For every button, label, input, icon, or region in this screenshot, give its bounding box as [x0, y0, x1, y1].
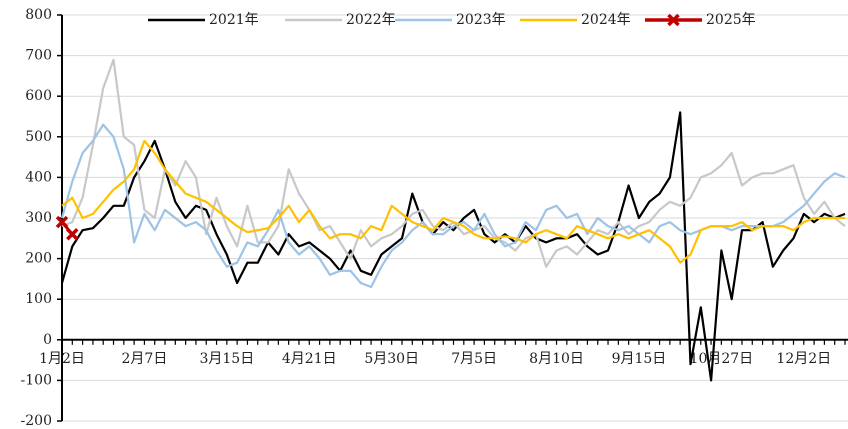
y-tick-label: 200 — [25, 251, 52, 267]
x-tick-label: 12月2日 — [776, 351, 831, 367]
x-tick-label: 2月7日 — [122, 351, 168, 367]
x-tick-label: 3月15日 — [199, 351, 254, 367]
series-marker — [55, 215, 69, 229]
y-tick-label: 300 — [25, 210, 52, 226]
y-tick-label: 400 — [25, 169, 52, 185]
legend-marker — [667, 13, 680, 27]
legend-label: 2022年 — [346, 12, 396, 28]
x-tick-label: 1月2日 — [39, 351, 85, 367]
x-tick-label: 7月5日 — [451, 351, 497, 367]
x-tick-label: 8月10日 — [529, 351, 584, 367]
x-tick-label: 10月27日 — [690, 351, 754, 367]
y-tick-label: 0 — [43, 332, 52, 348]
marker-stroke — [55, 215, 69, 229]
series-line — [61, 139, 845, 264]
legend-label: 2024年 — [581, 12, 631, 28]
y-tick-label: 800 — [25, 7, 52, 23]
legend-label: 2023年 — [456, 12, 506, 28]
y-tick-label: -100 — [21, 372, 52, 388]
y-tick-label: 700 — [25, 48, 52, 64]
y-tick-label: 500 — [25, 129, 52, 145]
y-tick-label: 100 — [25, 291, 52, 307]
series-marker — [66, 228, 79, 241]
x-tick-label: 9月15日 — [612, 351, 667, 367]
series-line — [60, 123, 846, 289]
x-tick-label: 4月21日 — [282, 351, 337, 367]
series-line — [61, 58, 846, 268]
legend-label: 2021年 — [209, 12, 259, 28]
series-line — [60, 111, 846, 382]
legend-label: 2025年 — [706, 12, 756, 28]
y-tick-label: -200 — [21, 413, 52, 429]
x-tick-label: 5月30日 — [364, 351, 419, 367]
marker-stroke — [667, 13, 680, 27]
marker-stroke — [66, 228, 79, 241]
y-tick-label: 600 — [25, 88, 52, 104]
